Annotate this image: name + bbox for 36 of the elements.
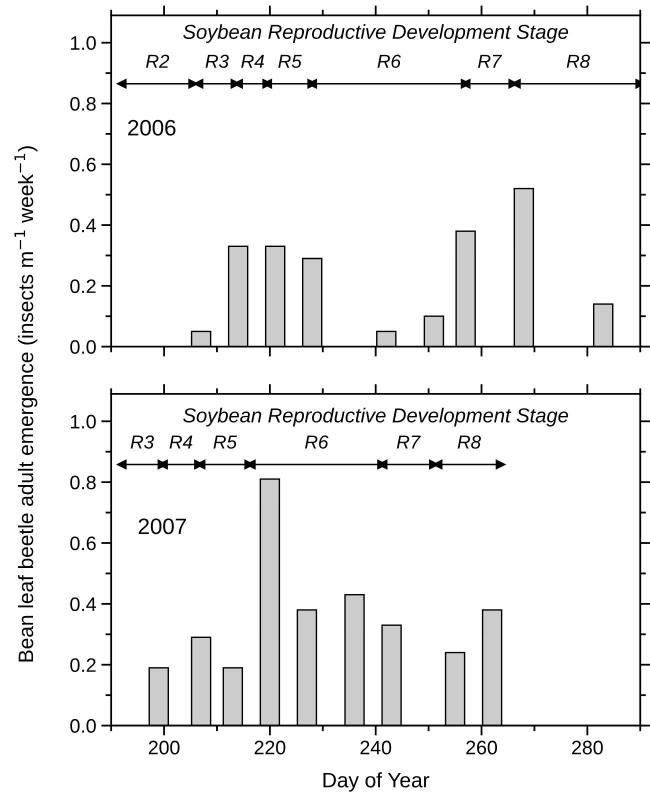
y-tick-label: 0.4 (70, 597, 96, 612)
x-tick-label: 220 (254, 740, 286, 754)
y-tick-label: 0.8 (70, 96, 96, 111)
annotation: R3 (130, 435, 154, 449)
annotation: R4 (170, 436, 192, 449)
y-tick-label: 0.8 (70, 476, 96, 490)
annotation: R4 (241, 54, 264, 68)
y-tick-label: 1.0 (71, 36, 96, 50)
annotation: R7 (478, 54, 502, 68)
x-tick-label: 240 (360, 740, 392, 754)
annotation: R6 (305, 435, 328, 449)
text: Soybean Reproductive Development Stage (183, 408, 568, 427)
y-tick-label: 0.0 (70, 340, 96, 354)
y-tick-label: 0.4 (70, 218, 96, 232)
y-tick-label: 0.6 (70, 536, 96, 550)
x-tick-label: 280 (572, 740, 603, 754)
annotation: R8 (458, 435, 481, 449)
y-axis-title: Bean leaf beetle adult emergence (insects m$^{−1}$ week$^{−1}$) (14, 146, 38, 662)
annotation: R8 (566, 54, 590, 68)
annotation: R2 (146, 54, 170, 68)
chart-title: Soybean Reproductive Development Stage (183, 24, 568, 43)
y-tick-label: 0.0 (70, 719, 96, 733)
y-tick-label: 0.2 (70, 279, 96, 294)
annotation: 2006 (128, 120, 176, 136)
x-tick-label: 200 (148, 740, 180, 754)
annotation: R5 (214, 436, 237, 449)
annotation: R6 (378, 54, 401, 68)
x-tick-label: 260 (466, 740, 497, 754)
y-tick-label: 1.0 (71, 414, 96, 429)
annotation: R5 (278, 54, 302, 68)
x-axis-title: Day of Year (324, 772, 430, 792)
y-tick-label: 0.6 (70, 158, 96, 172)
annotation: R3 (206, 54, 229, 68)
annotation: 2007 (138, 518, 186, 534)
y-tick-label: 0.2 (70, 658, 96, 672)
annotation: R7 (396, 436, 421, 449)
